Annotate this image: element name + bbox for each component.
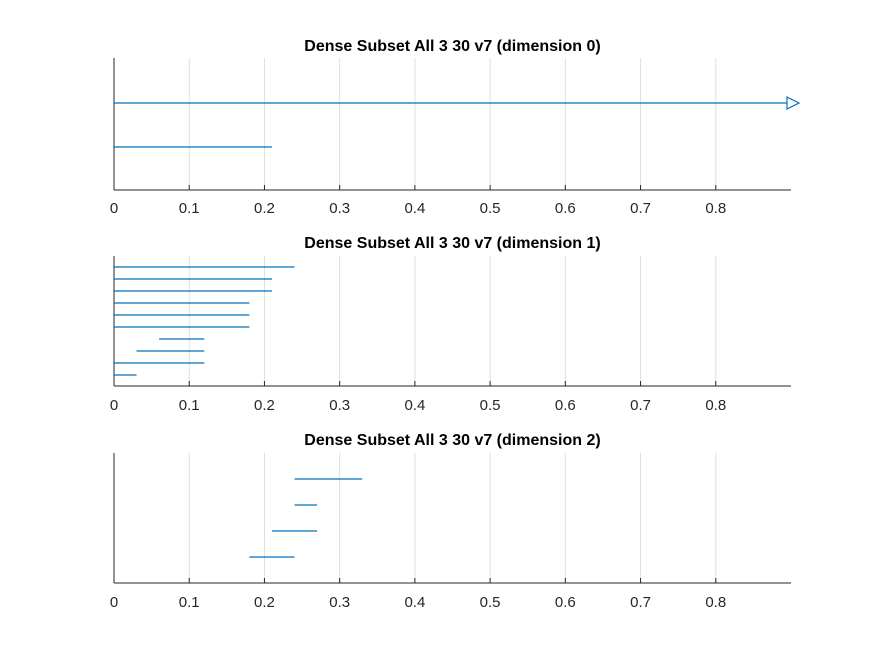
x-tick-label: 0.6	[555, 200, 576, 217]
x-tick-label: 0.3	[329, 200, 350, 217]
chart-title: Dense Subset All 3 30 v7 (dimension 2)	[304, 432, 600, 449]
x-tick-label: 0.2	[254, 397, 275, 414]
chart-title: Dense Subset All 3 30 v7 (dimension 1)	[304, 235, 600, 252]
x-tick-label: 0.5	[480, 397, 501, 414]
x-tick-label: 0.1	[179, 594, 200, 611]
x-tick-label: 0.1	[179, 200, 200, 217]
x-tick-label: 0.4	[404, 200, 425, 217]
x-tick-label: 0.1	[179, 397, 200, 414]
chart-panel-dim-2: 0 0.1 0.2 0.3 0.4 0.5 0.6 0.7 0.8 Dense Subset Al…	[110, 432, 791, 611]
x-tick-label: 0.7	[630, 594, 651, 611]
x-tick-label: 0.5	[480, 200, 501, 217]
x-tick-label: 0.7	[630, 200, 651, 217]
x-tick-label: 0.3	[329, 397, 350, 414]
x-tick-label: 0	[110, 594, 118, 611]
x-tick-label: 0.7	[630, 397, 651, 414]
infinite-arrow-marker	[786, 96, 801, 110]
x-tick-label: 0.8	[705, 397, 726, 414]
x-tick-label: 0.2	[254, 200, 275, 217]
x-tick-label: 0.2	[254, 594, 275, 611]
x-tick-label: 0.6	[555, 594, 576, 611]
x-tick-label: 0.3	[329, 594, 350, 611]
x-tick-label: 0	[110, 200, 118, 217]
chart-panel-dim-0: 0 0.1 0.2 0.3 0.4 0.5 0.6 0.7 0.8 Dense Subset Al…	[110, 38, 801, 217]
x-tick-label: 0.4	[404, 397, 425, 414]
x-tick-label: 0.6	[555, 397, 576, 414]
x-tick-label: 0.4	[404, 594, 425, 611]
x-tick-label: 0.8	[705, 200, 726, 217]
chart-panel-dim-1: 0 0.1 0.2 0.3 0.4 0.5 0.6 0.7 0.8 Dense Subset Al…	[110, 235, 791, 414]
x-tick-label: 0.5	[480, 594, 501, 611]
x-tick-label: 0	[110, 397, 118, 414]
chart-title: Dense Subset All 3 30 v7 (dimension 0)	[304, 38, 600, 55]
x-tick-label: 0.8	[705, 594, 726, 611]
